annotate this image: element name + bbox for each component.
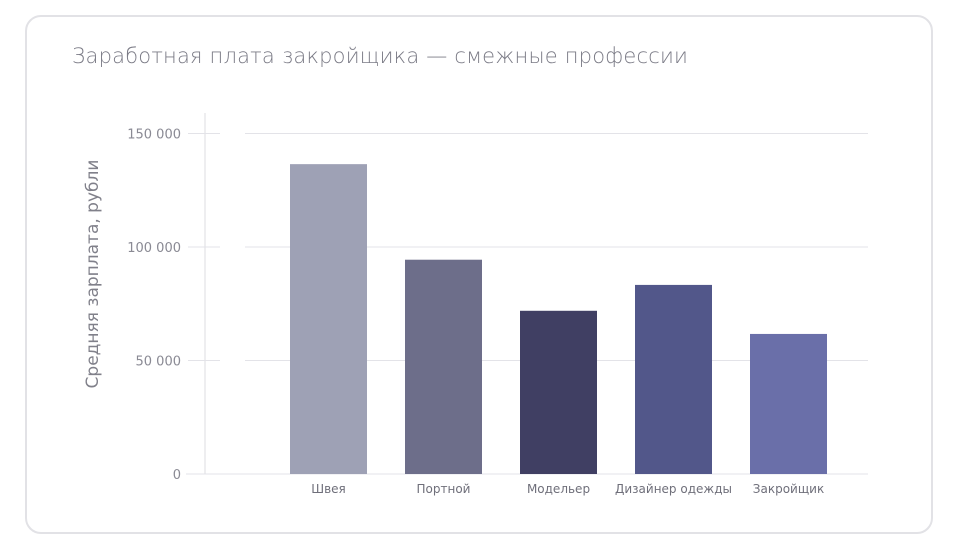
y-tick-label: 50 000 (136, 355, 182, 370)
x-tick-label: Закройщик (753, 482, 824, 496)
x-tick-label: Портной (417, 482, 471, 496)
y-tick-label: 0 (173, 468, 181, 483)
bar (405, 259, 482, 474)
bar (290, 164, 367, 474)
x-tick-label: Дизайнер одежды (615, 482, 732, 496)
bar (750, 333, 827, 474)
y-tick-label: 100 000 (127, 241, 181, 256)
y-tick-label: 150 000 (127, 128, 181, 143)
y-axis-label: Средняя зарплата, рубли (83, 160, 103, 389)
x-tick-label: Швея (311, 482, 346, 496)
bar (635, 284, 712, 474)
chart-title: Заработная плата закройщика — смежные пр… (72, 44, 689, 68)
bar (520, 310, 597, 474)
x-tick-label: Модельер (527, 482, 590, 496)
